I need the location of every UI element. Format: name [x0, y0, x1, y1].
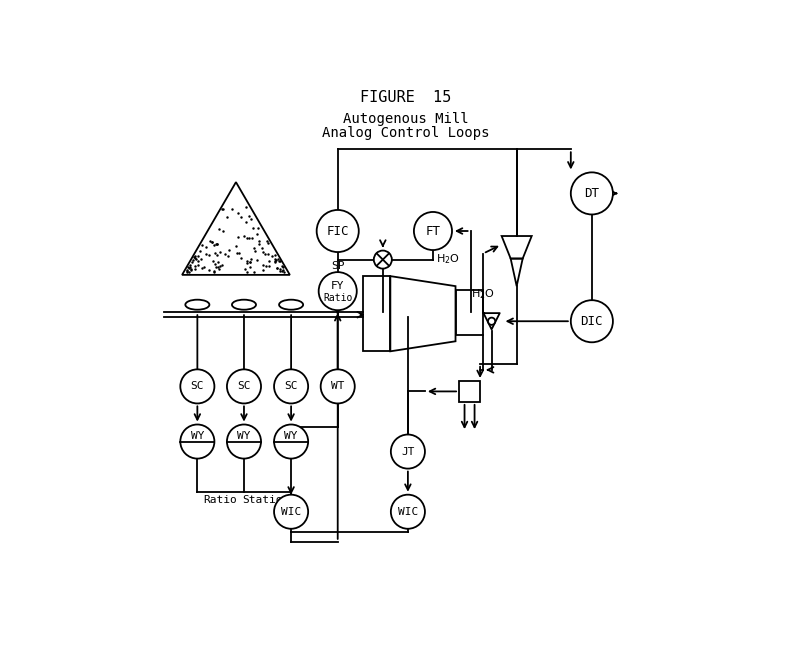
Text: DT: DT [585, 187, 600, 200]
Text: FT: FT [426, 225, 441, 238]
Circle shape [316, 210, 359, 252]
Text: JT: JT [401, 447, 414, 456]
Text: SC: SC [191, 381, 204, 391]
Text: WT: WT [331, 381, 344, 391]
Circle shape [391, 434, 425, 469]
Text: $\mathrm{H_2O}$: $\mathrm{H_2O}$ [471, 287, 495, 301]
Text: Analog Control Loops: Analog Control Loops [322, 126, 489, 140]
Text: SP: SP [331, 261, 344, 271]
Text: Ratio: Ratio [203, 495, 237, 505]
Text: Autogenous Mill: Autogenous Mill [343, 112, 468, 126]
Circle shape [320, 369, 354, 404]
Circle shape [571, 300, 613, 342]
Text: WY: WY [191, 430, 204, 441]
Text: Ratio: Ratio [323, 294, 353, 303]
Circle shape [227, 369, 261, 404]
Text: FIC: FIC [327, 225, 349, 238]
Circle shape [274, 369, 308, 404]
Text: $\mathrm{H_2O}$: $\mathrm{H_2O}$ [437, 253, 460, 266]
Text: WY: WY [237, 430, 251, 441]
Circle shape [391, 495, 425, 529]
Circle shape [414, 212, 452, 250]
Circle shape [374, 251, 392, 269]
Text: WIC: WIC [398, 506, 418, 517]
Circle shape [571, 173, 613, 214]
Text: DIC: DIC [581, 314, 603, 327]
Text: FIGURE  15: FIGURE 15 [360, 90, 451, 105]
Circle shape [180, 424, 214, 458]
Text: SC: SC [284, 381, 298, 391]
Circle shape [274, 495, 308, 529]
Text: Stations: Stations [242, 495, 296, 505]
Circle shape [319, 272, 357, 311]
Text: WY: WY [284, 430, 298, 441]
Circle shape [180, 369, 214, 404]
Circle shape [227, 424, 261, 458]
Circle shape [274, 424, 308, 458]
Text: WIC: WIC [281, 506, 301, 517]
Text: SC: SC [237, 381, 251, 391]
Text: FY: FY [331, 281, 344, 291]
Circle shape [488, 318, 495, 325]
